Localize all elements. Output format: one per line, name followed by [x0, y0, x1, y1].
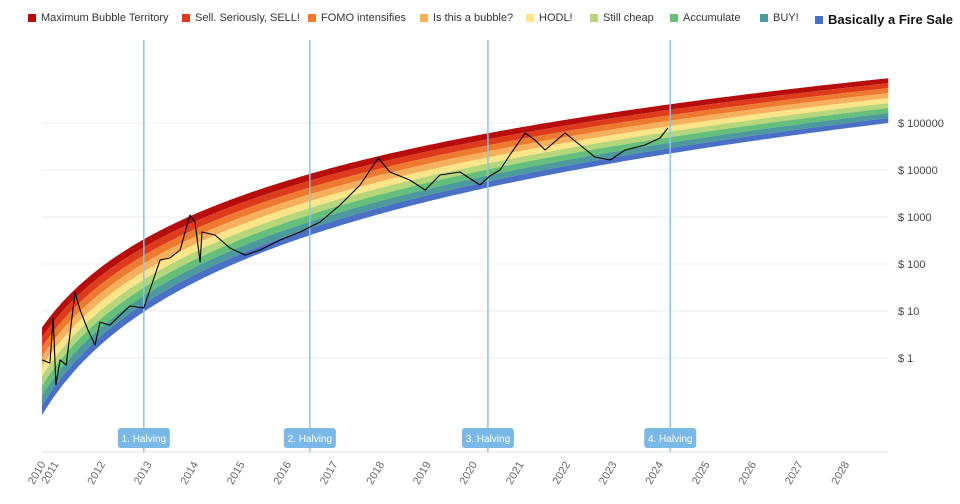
- price-line: [41, 127, 669, 386]
- x-tick-label: 2021: [504, 460, 527, 487]
- halving-label-text: 4. Halving: [648, 434, 692, 445]
- legend-swatch: [420, 14, 428, 22]
- x-tick-label: 2024: [643, 460, 666, 487]
- y-tick-label: $ 1: [898, 353, 913, 365]
- legend-item[interactable]: Is this a bubble?: [420, 12, 513, 24]
- legend-label: Still cheap: [603, 12, 654, 24]
- legend-swatch: [590, 14, 598, 22]
- legend-label: Accumulate: [683, 12, 741, 24]
- halving-label-text: 3. Halving: [466, 434, 510, 445]
- y-tick-label: $ 100000: [898, 118, 944, 130]
- x-tick-label: 2014: [178, 460, 201, 487]
- x-tick-label: 2017: [318, 460, 341, 487]
- y-tick-label: $ 100: [898, 259, 926, 271]
- legend-swatch: [308, 14, 316, 22]
- legend-label: Maximum Bubble Territory: [41, 12, 169, 24]
- rainbow-band: [42, 98, 889, 377]
- legend-label: Basically a Fire Sale: [828, 12, 954, 27]
- halving-label-text: 2. Halving: [288, 434, 332, 445]
- legend-swatch: [815, 15, 823, 24]
- x-tick-label: 2023: [597, 460, 620, 487]
- x-tick-label: 2026: [736, 460, 759, 487]
- x-tick-label: 2018: [364, 460, 387, 487]
- rainbow-band: [42, 78, 889, 338]
- halving-label: 1. Halving: [117, 428, 170, 448]
- halving-label-box: [461, 428, 514, 448]
- x-tick-label: 2025: [690, 460, 713, 487]
- legend-swatch: [28, 14, 36, 22]
- legend-item[interactable]: HODL!: [526, 12, 573, 24]
- rainbow-band: [42, 103, 889, 386]
- legend-item[interactable]: Sell. Seriously, SELL!: [182, 12, 300, 24]
- y-tick-label: $ 10000: [898, 165, 938, 177]
- x-tick-label: 2015: [225, 460, 248, 487]
- rainbow-band: [42, 108, 889, 396]
- legend-label: FOMO intensifies: [321, 12, 406, 24]
- x-tick-label: 2019: [411, 460, 434, 487]
- x-tick-label: 2027: [783, 460, 806, 487]
- legend-item[interactable]: Basically a Fire Sale: [815, 12, 953, 27]
- x-tick-label: 2012: [85, 460, 108, 487]
- legend-label: Sell. Seriously, SELL!: [195, 12, 300, 24]
- legend-item[interactable]: Still cheap: [590, 12, 654, 24]
- y-tick-label: $ 10: [898, 306, 919, 318]
- legend: Maximum Bubble Territory Sell. Seriously,…: [0, 12, 960, 32]
- x-tick-label: 2022: [550, 460, 573, 487]
- x-tick-label: 2013: [132, 460, 155, 487]
- legend-swatch: [526, 14, 534, 22]
- halving-label-text: 1. Halving: [122, 434, 166, 445]
- halving-label: 4. Halving: [644, 428, 697, 448]
- legend-label: HODL!: [539, 12, 573, 24]
- legend-label: Is this a bubble?: [433, 12, 514, 24]
- halving-label: 2. Halving: [283, 428, 336, 448]
- legend-item[interactable]: Accumulate: [670, 12, 740, 24]
- halving-label-box: [283, 428, 336, 448]
- legend-swatch: [670, 14, 678, 22]
- y-tick-label: $ 1000: [898, 212, 932, 224]
- halving-label-box: [644, 428, 697, 448]
- halving-label: 3. Halving: [461, 428, 514, 448]
- legend-item[interactable]: BUY!: [760, 12, 799, 24]
- rainbow-band: [42, 88, 889, 357]
- x-tick-label: 2016: [271, 460, 294, 487]
- rainbow-band: [42, 83, 889, 347]
- legend-swatch: [182, 14, 190, 22]
- x-tick-label: 2028: [829, 460, 852, 487]
- legend-label: BUY!: [773, 12, 799, 24]
- x-tick-label: 2020: [457, 460, 480, 487]
- legend-item[interactable]: Maximum Bubble Territory: [28, 12, 169, 24]
- rainbow-band: [42, 93, 889, 367]
- legend-item[interactable]: FOMO intensifies: [308, 12, 406, 24]
- halving-label-box: [117, 428, 170, 448]
- legend-swatch: [760, 14, 768, 22]
